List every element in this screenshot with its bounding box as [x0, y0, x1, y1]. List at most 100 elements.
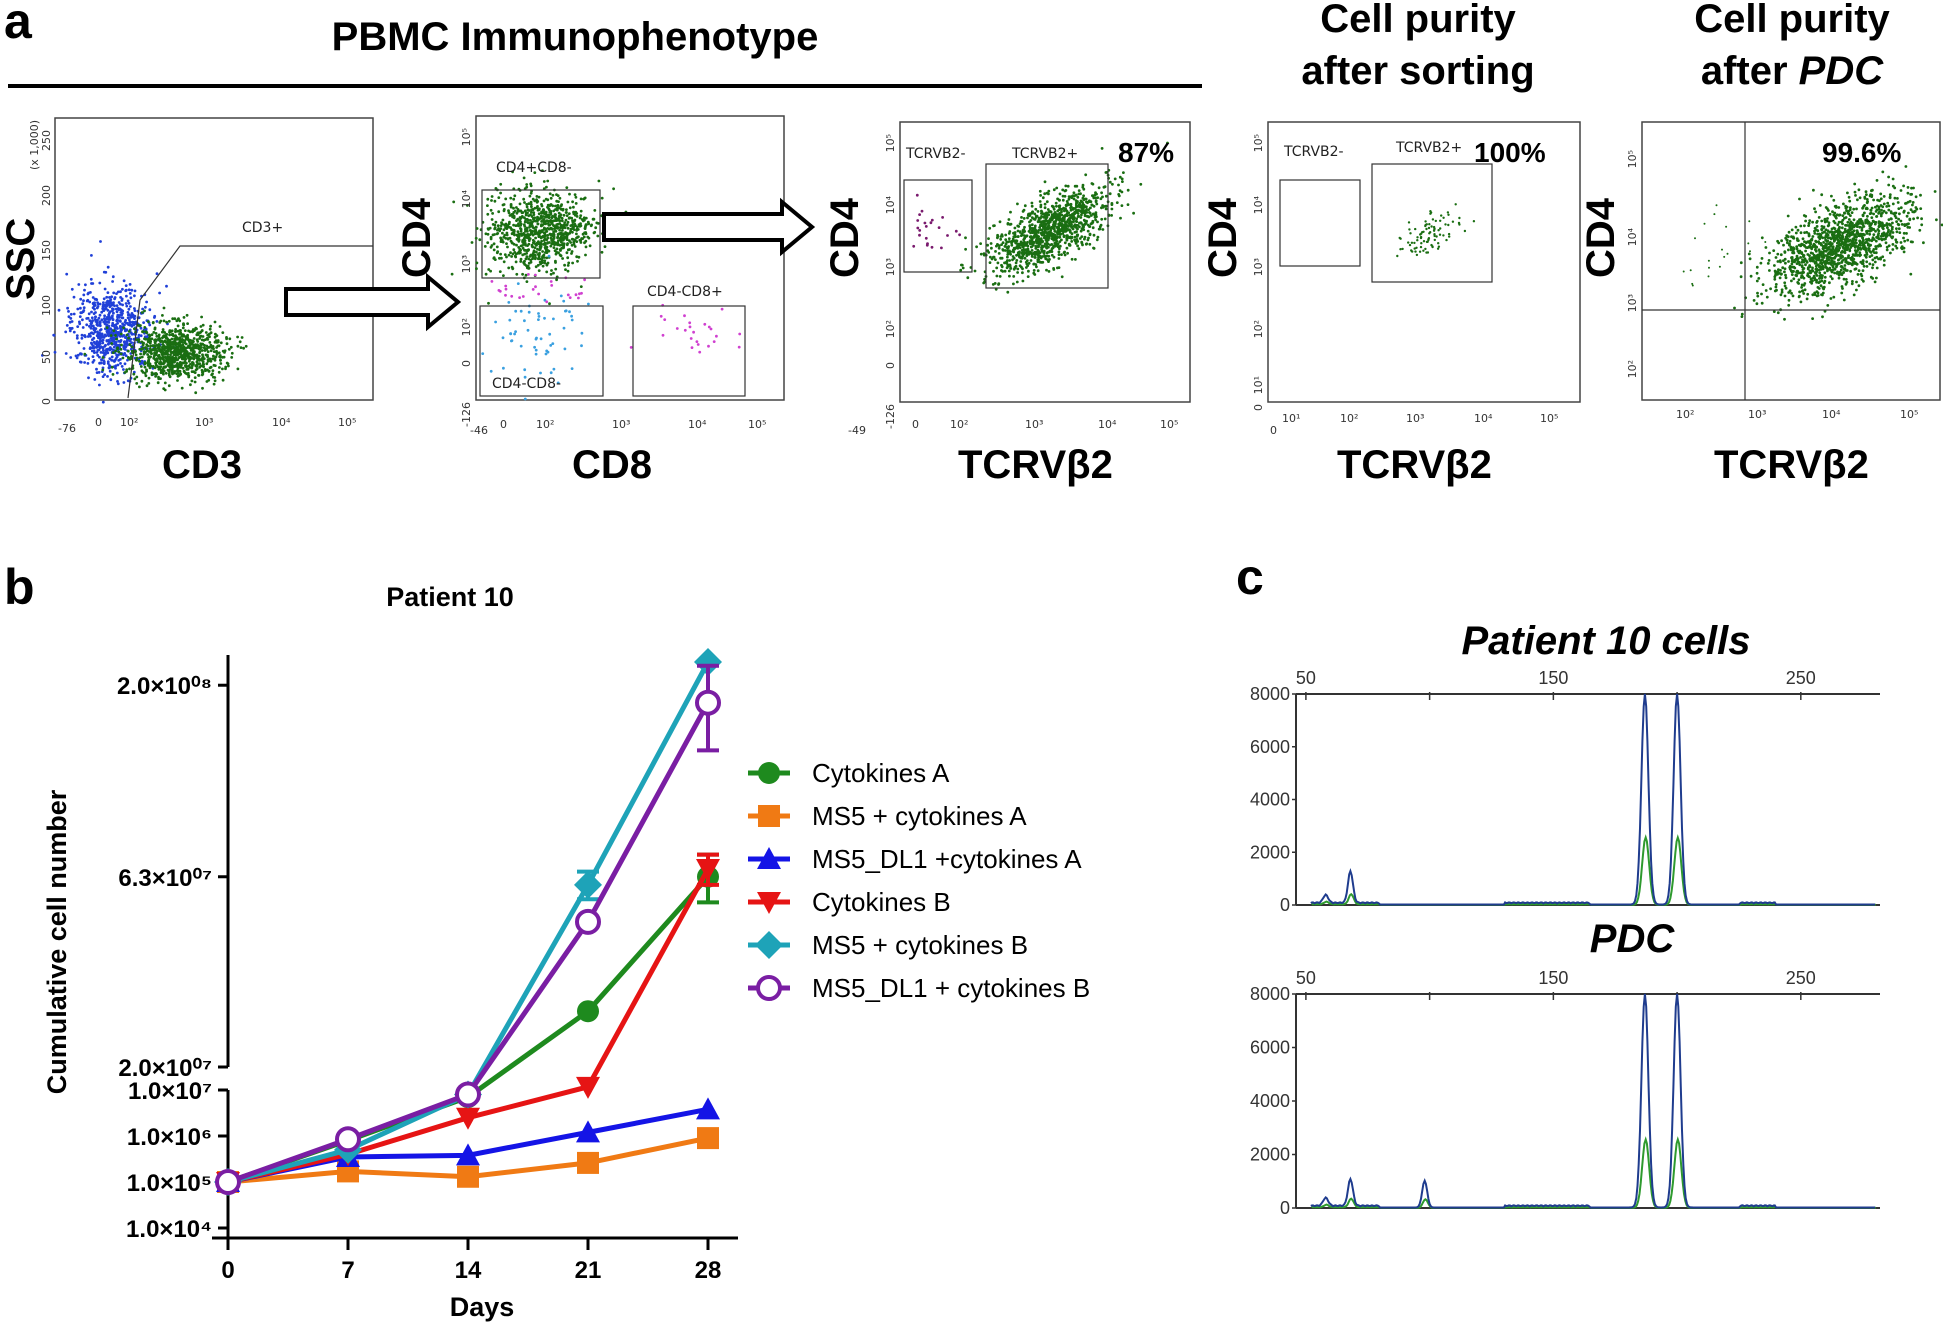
- event-dot: [1755, 302, 1759, 306]
- x-tick: 10⁵: [1540, 412, 1558, 425]
- event-dot: [1084, 242, 1088, 246]
- event-dot: [1023, 256, 1027, 260]
- event-dot: [1874, 245, 1878, 248]
- event-dot: [146, 344, 150, 348]
- event-dot: [1063, 253, 1067, 257]
- event-dot: [100, 358, 103, 361]
- event-dot: [535, 195, 539, 198]
- event-dot: [557, 211, 561, 215]
- event-dot: [535, 336, 538, 340]
- event-dot: [531, 220, 534, 224]
- event-dot: [1050, 204, 1054, 208]
- event-dot: [1025, 254, 1029, 258]
- event-dot: [183, 329, 187, 332]
- event-dot: [1865, 198, 1869, 201]
- event-dot: [196, 358, 200, 361]
- event-dot: [1740, 315, 1744, 318]
- event-dot: [512, 228, 516, 232]
- event-dot: [114, 366, 117, 370]
- event-dot: [1037, 242, 1041, 246]
- event-dot: [207, 369, 211, 373]
- event-dot: [106, 265, 110, 269]
- event-dot: [1764, 289, 1768, 292]
- y-tick: 10³: [460, 255, 473, 273]
- event-dot: [570, 227, 574, 231]
- event-dot: [1793, 266, 1797, 270]
- event-dot: [121, 356, 125, 360]
- event-dot: [1038, 189, 1042, 193]
- event-dot: [1825, 257, 1829, 260]
- event-dot: [521, 253, 525, 257]
- event-dot: [116, 319, 120, 322]
- event-dot: [1897, 223, 1901, 227]
- event-dot: [523, 259, 526, 263]
- event-dot: [1034, 263, 1038, 266]
- event-dot: [218, 366, 221, 369]
- event-dot: [1034, 247, 1038, 250]
- event-dot: [1806, 266, 1810, 270]
- event-dot: [1854, 238, 1858, 242]
- event-dot: [551, 239, 555, 243]
- y-tick: 10²: [460, 318, 473, 336]
- event-dot: [152, 331, 156, 334]
- event-dot: [115, 371, 119, 375]
- event-dot: [1057, 253, 1061, 256]
- event-dot: [559, 254, 562, 257]
- event-dot: [1850, 211, 1854, 215]
- event-dot: [111, 324, 115, 327]
- event-dot: [1056, 217, 1060, 221]
- event-dot: [1043, 219, 1046, 223]
- event-dot: [1060, 222, 1064, 225]
- x-tick: 10⁴: [688, 418, 707, 431]
- event-dot: [1040, 250, 1044, 253]
- event-dot: [1899, 241, 1903, 244]
- event-dot: [1015, 280, 1019, 284]
- event-dot: [1776, 260, 1780, 263]
- event-dot: [986, 243, 989, 247]
- event-dot: [1076, 195, 1080, 199]
- event-dot: [1070, 225, 1073, 229]
- event-dot: [997, 252, 1001, 255]
- event-dot: [79, 306, 82, 310]
- event-dot: [170, 361, 173, 365]
- event-dot: [1853, 254, 1857, 257]
- event-dot: [155, 360, 159, 363]
- event-dot: [92, 344, 95, 348]
- event-dot: [111, 303, 115, 307]
- event-dot: [225, 336, 228, 339]
- plot5-frame: [1641, 121, 1941, 401]
- x-tick: 10⁴: [1474, 412, 1493, 425]
- percent-87: 87%: [1118, 137, 1174, 168]
- event-dot: [91, 302, 95, 306]
- event-dot: [162, 330, 165, 334]
- event-dot: [111, 309, 114, 313]
- event-dot: [182, 353, 186, 356]
- event-dot: [1033, 212, 1037, 216]
- event-dot: [194, 326, 198, 330]
- event-dot: [1030, 223, 1034, 227]
- event-dot: [918, 229, 922, 232]
- event-dot: [143, 309, 146, 313]
- event-dot: [529, 258, 533, 262]
- event-dot: [535, 200, 539, 204]
- event-dot: [1822, 249, 1826, 253]
- event-dot: [1094, 218, 1097, 222]
- event-dot: [1030, 204, 1034, 208]
- event-dot: [153, 314, 157, 318]
- event-dot: [507, 209, 510, 213]
- event-dot: [1081, 183, 1085, 187]
- event-dot: [1874, 239, 1878, 243]
- x-tick: 10³: [1406, 412, 1424, 425]
- event-dot: [97, 316, 101, 320]
- flow-plot-cd3-ssc: CD3+ SSC (x 1,000) CD3 250 200 150 100 5…: [0, 117, 374, 487]
- event-dot: [1433, 234, 1436, 238]
- event-dot: [1072, 191, 1076, 195]
- event-dot: [192, 354, 196, 358]
- event-dot: [517, 222, 520, 226]
- event-dot: [1774, 273, 1777, 277]
- event-dot: [570, 367, 574, 370]
- event-dot: [120, 328, 124, 332]
- event-dot: [1091, 226, 1095, 230]
- event-dot: [568, 248, 571, 251]
- event-dot: [211, 372, 214, 376]
